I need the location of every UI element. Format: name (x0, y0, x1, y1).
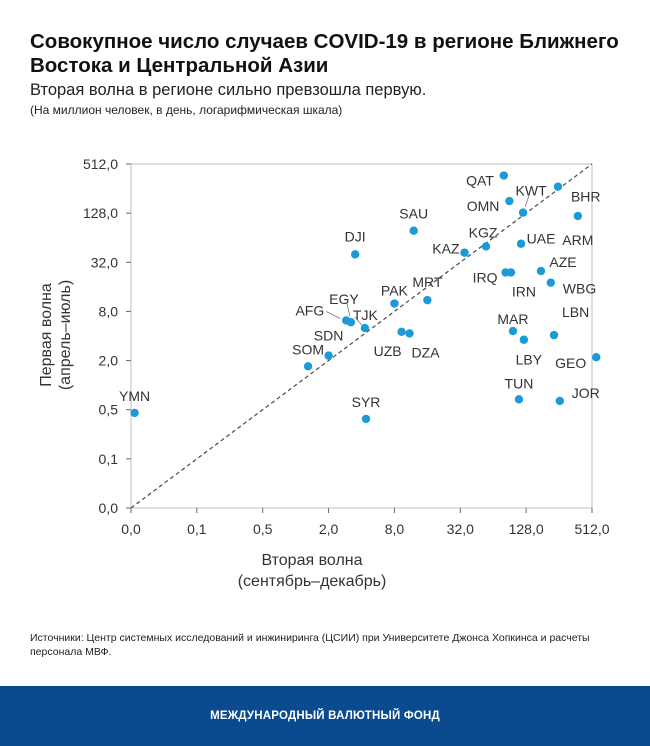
data-label-mar: MAR (497, 311, 528, 327)
data-label-dji: DJI (345, 228, 366, 244)
x-tick-label: 8,0 (385, 521, 405, 537)
data-point-uae (516, 239, 526, 248)
footer-bar: МЕЖДУНАРОДНЫЙ ВАЛЮТНЫЙ ФОНД (0, 686, 650, 746)
chart-subtitle: Вторая волна в регионе сильно превзошла … (30, 81, 427, 99)
x-tick-label: 0,0 (121, 521, 141, 537)
data-point-irn (506, 268, 516, 277)
data-point-omn (505, 196, 514, 206)
diagonal-line (130, 163, 593, 509)
data-label-lby: LBY (516, 352, 543, 368)
data-label-tun: TUN (505, 375, 534, 391)
axes-layer: 0,00,0 0,1 0,1 0,5 0,5 2,0 2,0 8,0 8,0 32,0 32,0 12… (83, 156, 610, 537)
x-tick-label: 512,0 (574, 521, 609, 537)
data-point-afg (342, 316, 351, 325)
chart-title: Совокупное число случаев COVID-19 в реги… (30, 30, 619, 77)
y-axis-title: Первая волна (38, 283, 55, 387)
data-label-uzb: UZB (374, 343, 402, 359)
data-label-tjk: TJK (353, 307, 379, 323)
scatter-chart: 0,00,0 0,1 0,1 0,5 0,5 2,0 2,0 8,0 8,0 32,0 32,0 12… (38, 156, 610, 590)
y-tick-label: 512,0 (83, 156, 118, 172)
data-label-sdn: SDN (314, 328, 344, 344)
data-label-egy: EGY (329, 291, 359, 307)
leader-line (346, 303, 351, 317)
chart-note: (На миллион человек, в день, логарифмиче… (30, 103, 343, 117)
data-point-wbg (546, 278, 555, 287)
data-label-irq: IRQ (473, 269, 498, 285)
y-axis-subtitle: (апрель–июль) (57, 280, 74, 390)
data-point-sdn (324, 351, 333, 360)
data-point-lbn (549, 330, 559, 340)
y-tick-label: 32,0 (91, 254, 118, 270)
data-label-jor: JOR (572, 385, 600, 401)
data-point-kaz (460, 248, 469, 257)
footer-label: МЕЖДУНАРОДНЫЙ ВАЛЮТНЫЙ ФОНД (210, 710, 440, 722)
data-point-ymn (130, 408, 139, 418)
data-label-wbg: WBG (563, 281, 596, 297)
x-tick-label: 0,1 (187, 521, 207, 537)
data-point-kwt (518, 208, 528, 217)
y-tick-label: 128,0 (83, 205, 118, 221)
data-label-geo: GEO (555, 355, 586, 371)
data-label-mrt: MRT (412, 274, 443, 290)
data-label-qat: QAT (466, 173, 494, 189)
data-label-kaz: KAZ (432, 241, 460, 257)
data-label-sau: SAU (399, 206, 428, 222)
data-point-tjk (360, 323, 370, 333)
data-point-bhr (553, 182, 563, 191)
data-label-ymn: YMN (119, 388, 150, 404)
data-label-afg: AFG (295, 302, 324, 318)
data-point-pak (390, 299, 399, 308)
plot-frame (130, 163, 593, 509)
data-label-bhr: BHR (571, 189, 601, 205)
x-tick-label: 0,5 (253, 521, 273, 537)
source-note: Источники: Центр системных исследований … (30, 632, 590, 658)
data-label-som: SOM (292, 341, 324, 357)
data-point-qat (499, 171, 509, 180)
data-label-kgz: KGZ (469, 224, 498, 240)
data-label-dza: DZA (412, 344, 441, 360)
data-point-kgz (481, 242, 491, 251)
data-point-uzb (397, 327, 406, 337)
y-tick-label: 8,0 (99, 303, 119, 319)
leader-line (354, 316, 363, 326)
y-tick-label: 2,0 (99, 353, 119, 369)
x-tick-label: 128,0 (509, 521, 544, 537)
data-label-lbn: LBN (562, 304, 589, 320)
data-point-jor (555, 396, 565, 406)
data-label-arm: ARM (562, 232, 593, 248)
data-label-irn: IRN (512, 283, 536, 299)
data-label-uae: UAE (527, 231, 556, 247)
data-point-geo (592, 352, 601, 362)
data-point-mar (508, 326, 518, 336)
data-label-pak: PAK (381, 283, 409, 299)
data-point-som (303, 362, 313, 371)
data-point-aze (536, 266, 546, 276)
data-label-syr: SYR (352, 394, 381, 410)
data-label-kwt: KWT (516, 183, 548, 199)
data-point-arm (573, 211, 583, 221)
data-point-syr (361, 414, 371, 424)
points-layer (130, 171, 601, 424)
data-point-mrt (423, 295, 432, 305)
y-tick-label: 0,5 (99, 402, 119, 418)
x-axis-title: Вторая волна (261, 552, 362, 569)
leader-line (326, 311, 341, 319)
data-point-dza (405, 329, 414, 338)
data-label-aze: AZE (549, 254, 576, 270)
leader-line (524, 195, 530, 207)
data-point-dji (350, 250, 360, 259)
y-tick-label: 0,1 (99, 451, 119, 467)
y-tick-label: 0,0 (99, 500, 119, 516)
x-axis-subtitle: (сентябрь–декабрь) (238, 573, 387, 590)
x-tick-label: 32,0 (447, 521, 474, 537)
data-point-lby (519, 335, 529, 344)
data-label-omn: OMN (467, 198, 500, 214)
x-tick-label: 2,0 (319, 521, 339, 537)
data-point-sau (409, 226, 418, 235)
data-point-tun (514, 395, 524, 404)
